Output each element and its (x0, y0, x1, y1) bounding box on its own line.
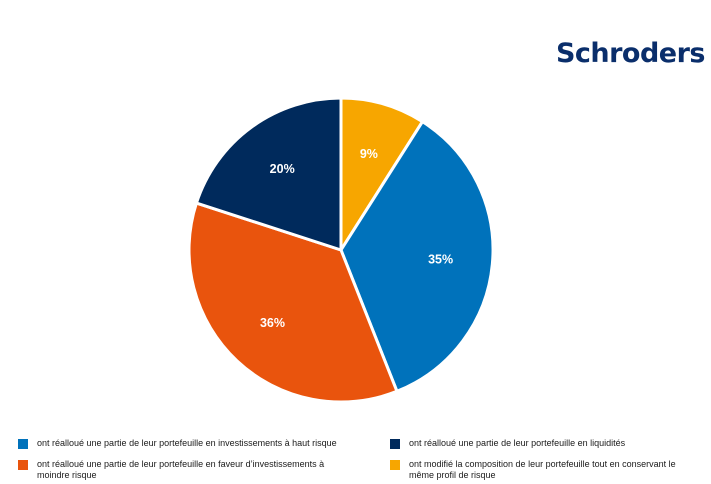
legend-label-lower-risk: ont réalloué une partie de leur portefeu… (37, 459, 325, 480)
pie-slice-label-2: 36% (260, 316, 285, 330)
legend-label-liquidity: ont réalloué une partie de leur portefeu… (409, 438, 626, 448)
legend-swatch-high-risk (18, 439, 28, 449)
pie-slice-label-1: 35% (428, 252, 453, 266)
pie-slice-35-1 (339, 120, 495, 393)
legend-swatch-lower-risk (18, 460, 28, 470)
pie-slice-20-3 (194, 96, 343, 252)
pie-slice-36-2 (187, 201, 399, 404)
chart-legend: ont réalloué une partie de leur portefeu… (0, 436, 711, 484)
legend-label-same-risk: ont modifié la composition de leur porte… (409, 459, 676, 480)
legend-item-lower-risk: ont réalloué une partie de leur portefeu… (18, 459, 348, 481)
legend-swatch-liquidity (390, 439, 400, 449)
legend-label-high-risk: ont réalloué une partie de leur portefeu… (37, 438, 337, 448)
legend-swatch-same-risk (390, 460, 400, 470)
pie-slice-label-0: 9% (360, 147, 378, 161)
pie-slice-9-0 (339, 96, 424, 252)
pie-slice-label-3: 20% (270, 162, 295, 176)
schroders-logo: Schroders (555, 38, 706, 69)
legend-item-high-risk: ont réalloué une partie de leur portefeu… (18, 438, 368, 449)
legend-item-liquidity: ont réalloué une partie de leur portefeu… (390, 438, 700, 449)
legend-item-same-risk: ont modifié la composition de leur porte… (390, 459, 700, 481)
pie-chart: 9% 35% 36% 20% (187, 96, 495, 404)
